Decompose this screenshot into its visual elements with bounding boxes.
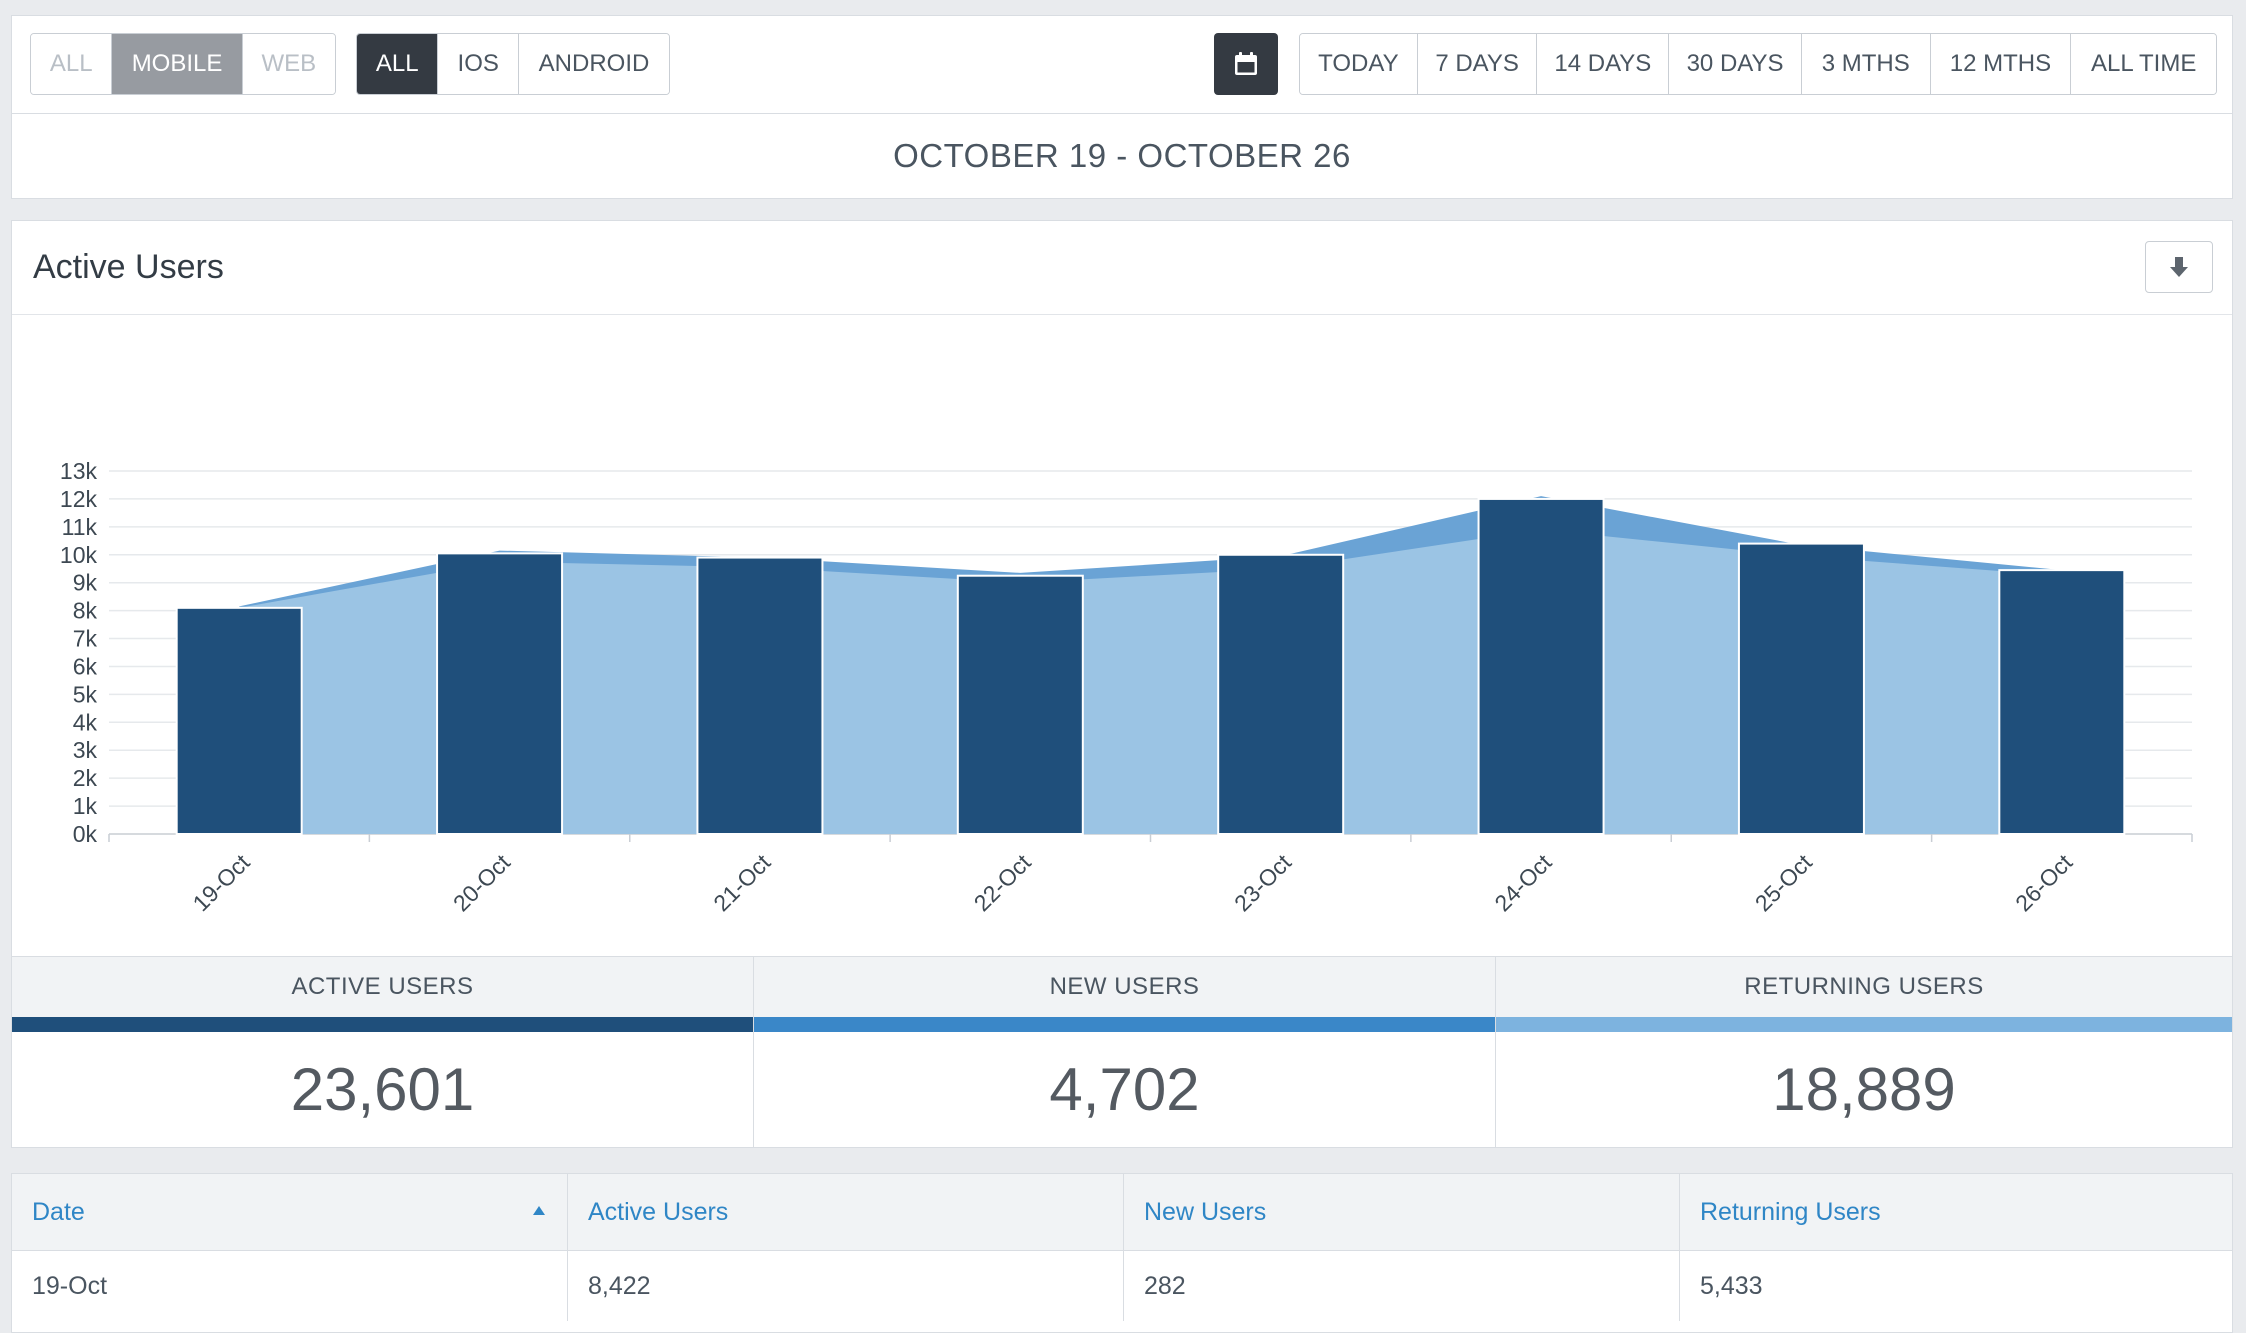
toolbar: ALL MOBILE WEB ALL IOS ANDROID TODAY 7 D… (11, 15, 2233, 114)
x-tick-label: 21-Oct (708, 849, 776, 917)
platform-mobile-button[interactable]: MOBILE (112, 34, 243, 94)
table-cell-active-users: 8,422 (568, 1251, 1124, 1321)
column-header-new-users[interactable]: New Users (1124, 1174, 1680, 1250)
stat-new-users-color-bar (754, 1017, 1495, 1032)
bar-23-Oct (1217, 553, 1345, 835)
y-tick-label: 11k (62, 514, 98, 540)
y-tick-label: 5k (73, 681, 98, 707)
x-tick-label: 24-Oct (1489, 849, 1557, 917)
stat-returning-users-label: RETURNING USERS (1496, 957, 2232, 1017)
range-30-days-button[interactable]: 30 DAYS (1669, 34, 1802, 94)
table-header-row: Date Active Users New Users Returning Us… (12, 1174, 2232, 1251)
range-14-days-button[interactable]: 14 DAYS (1537, 34, 1670, 94)
y-tick-label: 8k (73, 598, 98, 624)
stat-active-users-color-bar (12, 1017, 753, 1032)
stat-active-users-label: ACTIVE USERS (12, 957, 753, 1017)
range-3-mths-button[interactable]: 3 MTHS (1801, 34, 1931, 94)
y-tick-label: 4k (73, 709, 98, 735)
x-tick-label: 22-Oct (969, 849, 1037, 917)
sort-ascending-icon (533, 1206, 545, 1215)
os-filter: ALL IOS ANDROID (356, 33, 670, 95)
os-all-button[interactable]: ALL (357, 34, 439, 94)
table-cell-date: 19-Oct (12, 1251, 568, 1321)
bar-19-Oct (175, 606, 303, 836)
users-table: Date Active Users New Users Returning Us… (11, 1173, 2233, 1333)
bar-25-Oct (1737, 542, 1865, 835)
download-icon (2170, 257, 2188, 277)
bar-24-Oct (1477, 497, 1605, 836)
stat-returning-users-color-bar (1496, 1017, 2232, 1032)
bar-21-Oct (696, 556, 824, 836)
y-tick-label: 13k (60, 458, 98, 484)
calendar-button[interactable] (1214, 33, 1278, 95)
y-tick-label: 6k (73, 653, 98, 679)
os-ios-button[interactable]: IOS (438, 34, 519, 94)
chart-header: Active Users (12, 221, 2232, 315)
download-button[interactable] (2145, 241, 2213, 293)
date-range-bar: OCTOBER 19 - OCTOBER 26 (11, 113, 2233, 199)
bar-22-Oct (956, 574, 1084, 835)
table-cell-new-users: 282 (1124, 1251, 1680, 1321)
stat-returning-users-value: 18,889 (1772, 1056, 1956, 1123)
x-tick-label: 25-Oct (1750, 849, 1818, 917)
y-tick-label: 7k (73, 626, 98, 652)
y-tick-label: 2k (73, 765, 98, 791)
stat-active-users-value: 23,601 (290, 1056, 475, 1123)
y-tick-label: 12k (60, 486, 98, 512)
y-tick-label: 9k (73, 570, 98, 596)
table-cell-returning-users: 5,433 (1700, 1271, 1763, 1300)
y-tick-label: 3k (73, 737, 98, 763)
x-tick-label: 26-Oct (2010, 849, 2078, 917)
range-7-days-button[interactable]: 7 DAYS (1417, 34, 1538, 94)
table-row: 19-Oct 8,422 282 5,433 (12, 1251, 2232, 1321)
platform-filter: ALL MOBILE WEB (30, 33, 336, 95)
range-filter: TODAY 7 DAYS 14 DAYS 30 DAYS 3 MTHS 12 M… (1299, 33, 2217, 95)
column-header-active-users[interactable]: Active Users (568, 1174, 1124, 1250)
x-tick-label: 19-Oct (188, 849, 256, 917)
area-series-2 (239, 529, 2062, 834)
active-users-panel: Active Users 0k 1k 2k 3k 4k 5k 6k 7k 8k 9k 10k 11k 1… (11, 220, 2233, 1148)
range-all-time-button[interactable]: ALL TIME (2071, 34, 2216, 94)
range-12-mths-button[interactable]: 12 MTHS (1930, 34, 2072, 94)
column-header-returning-users[interactable]: Returning Users (1680, 1174, 2232, 1250)
stat-new-users: NEW USERS 4,702 (754, 956, 1496, 1147)
y-tick-label: 1k (73, 793, 98, 819)
stat-returning-users: RETURNING USERS 18,889 (1496, 956, 2232, 1147)
stat-active-users: ACTIVE USERS 23,601 (12, 956, 754, 1147)
y-tick-label: 10k (60, 542, 98, 568)
x-tick-label: 20-Oct (448, 849, 516, 917)
stat-new-users-label: NEW USERS (754, 957, 1495, 1017)
column-header-date[interactable]: Date (12, 1174, 568, 1250)
calendar-icon (1235, 52, 1257, 75)
y-tick-label: 0k (73, 821, 98, 847)
x-tick-label: 23-Oct (1229, 849, 1297, 917)
column-header-date-label: Date (32, 1197, 85, 1226)
platform-web-button[interactable]: WEB (242, 34, 335, 94)
chart-panel-title: Active Users (33, 248, 224, 286)
bar-26-Oct (1998, 569, 2126, 835)
range-today-button[interactable]: TODAY (1300, 34, 1418, 94)
platform-all-button[interactable]: ALL (31, 34, 113, 94)
date-range-label: OCTOBER 19 - OCTOBER 26 (893, 137, 1351, 174)
bar-20-Oct (436, 552, 564, 835)
os-android-button[interactable]: ANDROID (518, 34, 669, 94)
stat-new-users-value: 4,702 (1049, 1056, 1200, 1123)
